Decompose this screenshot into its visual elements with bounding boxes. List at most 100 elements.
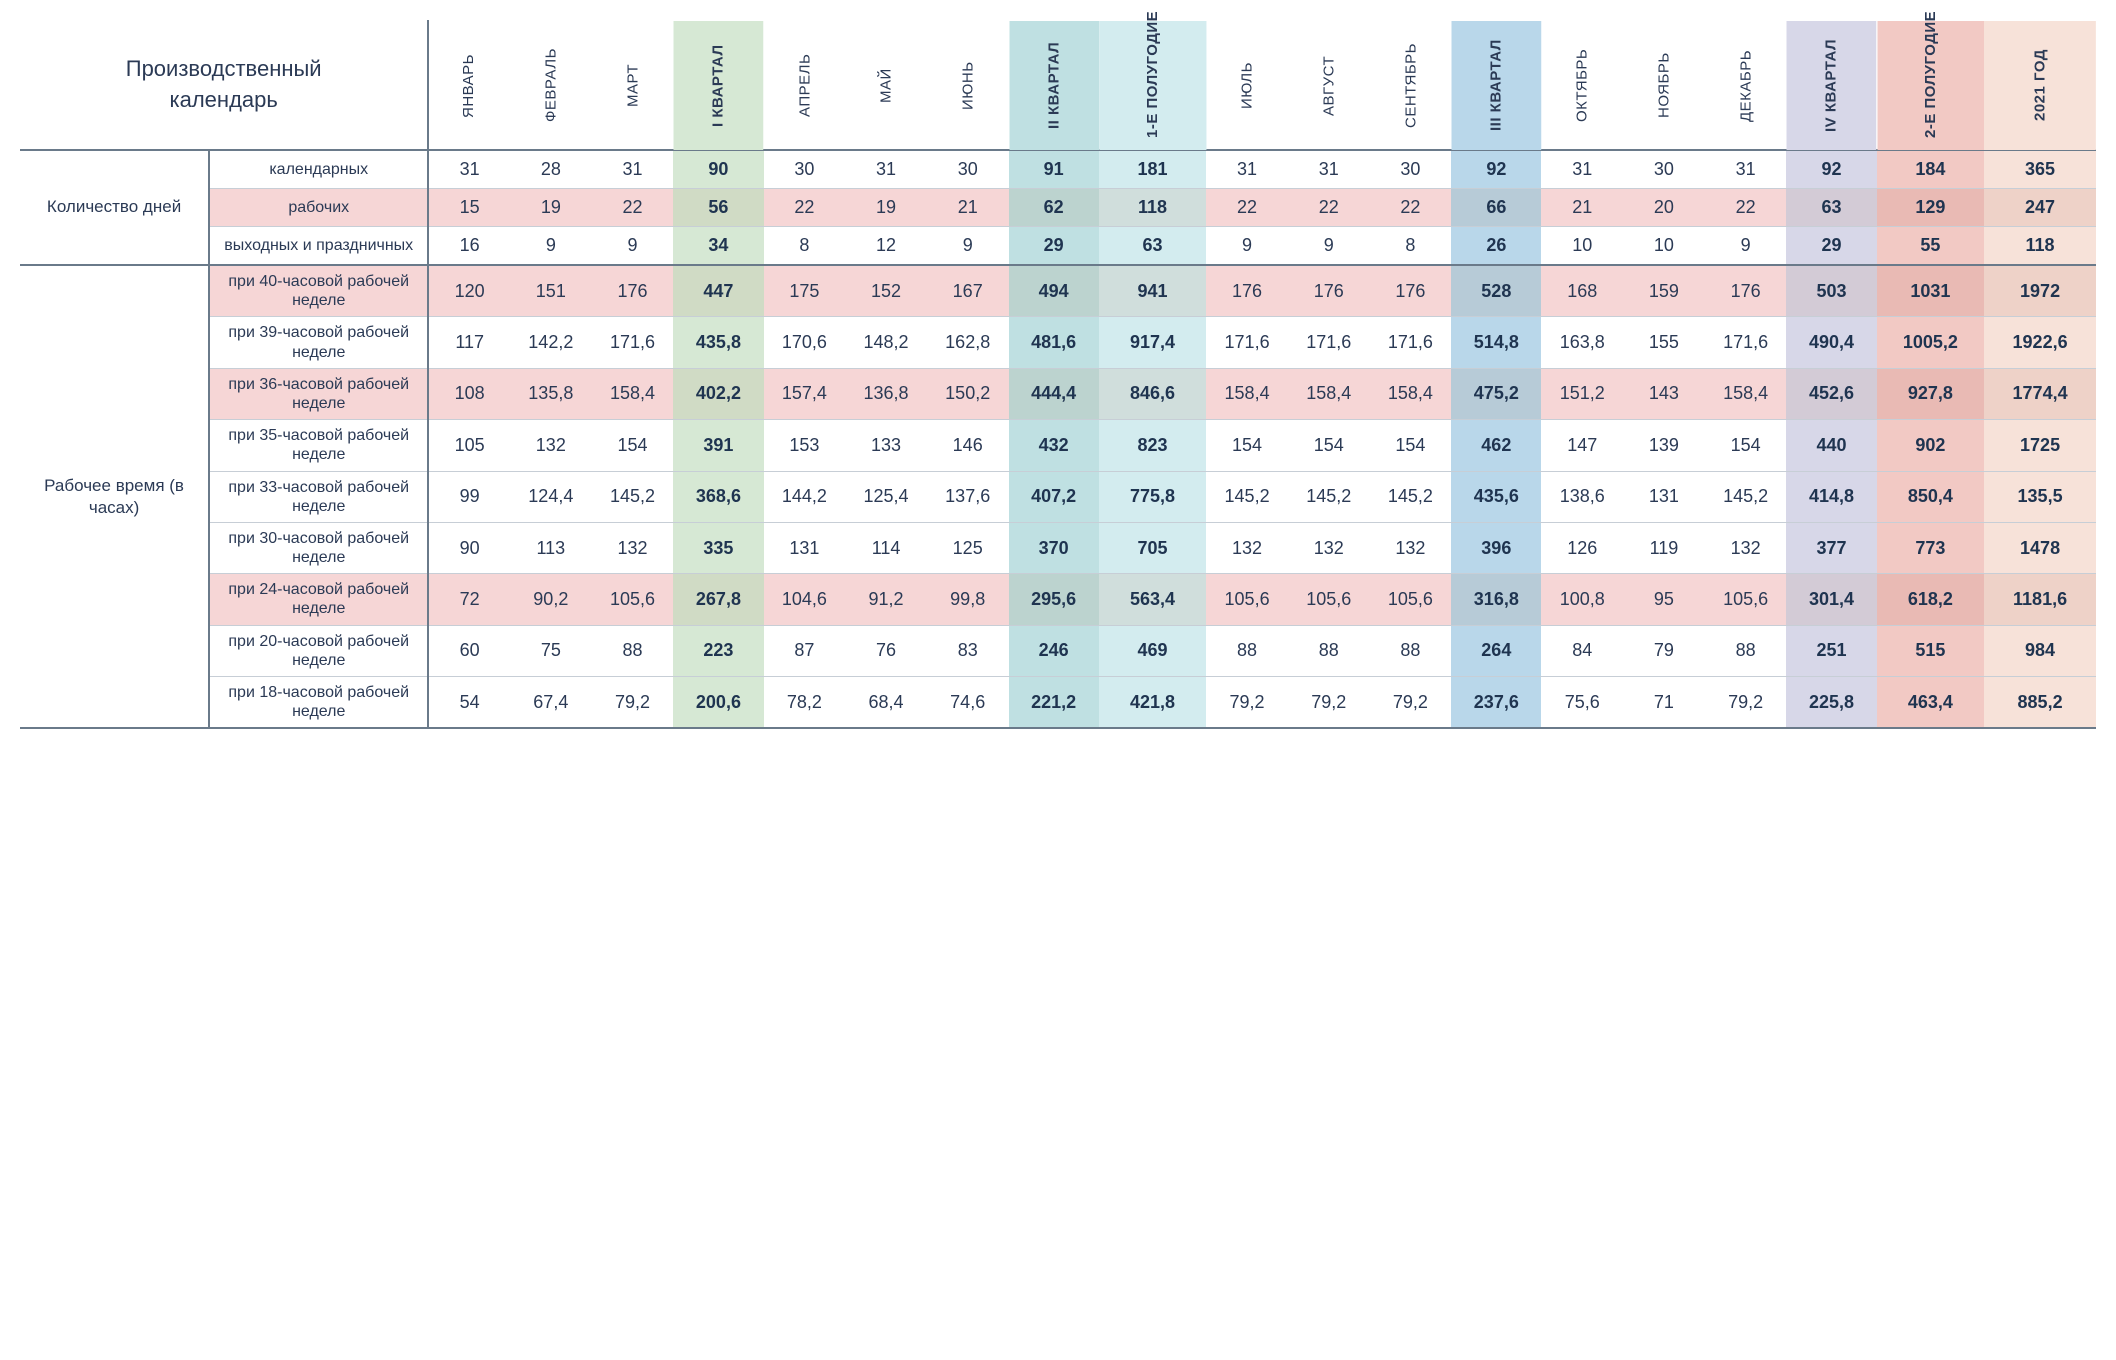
cell-q3: 396 [1451,522,1541,573]
cell-mar: 105,6 [592,574,674,625]
cell-q1: 368,6 [673,471,763,522]
cell-q1: 223 [673,625,763,676]
row-label: при 30-часовой рабочей неделе [209,522,428,573]
cell-oct: 126 [1541,522,1623,573]
table-row: при 36-часовой рабочей неделе108135,8158… [20,368,2096,419]
cell-q4: 92 [1786,150,1876,189]
cell-mar: 154 [592,420,674,471]
cell-q2: 481,6 [1009,317,1099,368]
cell-h2: 902 [1877,420,1984,471]
cell-q3: 462 [1451,420,1541,471]
title-line2: календарь [170,87,278,112]
cell-h2: 55 [1877,227,1984,266]
cell-q4: 490,4 [1786,317,1876,368]
cell-q4: 377 [1786,522,1876,573]
col-header-q4: IV КВАРТАЛ [1786,20,1876,150]
cell-may: 76 [845,625,927,676]
cell-may: 152 [845,265,927,317]
cell-q3: 514,8 [1451,317,1541,368]
col-header-jan: ЯНВАРЬ [428,20,510,150]
cell-nov: 30 [1623,150,1705,189]
cell-q4: 225,8 [1786,677,1876,729]
cell-h1: 118 [1099,189,1206,227]
table-title: Производственныйкалендарь [20,20,428,150]
cell-q4: 251 [1786,625,1876,676]
row-label: рабочих [209,189,428,227]
col-header-may: МАЙ [845,20,927,150]
cell-h1: 563,4 [1099,574,1206,625]
cell-jul: 22 [1206,189,1288,227]
row-label: при 36-часовой рабочей неделе [209,368,428,419]
cell-yr: 247 [1984,189,2096,227]
col-header-nov: НОЯБРЬ [1623,20,1705,150]
cell-feb: 19 [510,189,592,227]
table-row: при 24-часовой рабочей неделе7290,2105,6… [20,574,2096,625]
cell-oct: 147 [1541,420,1623,471]
cell-aug: 9 [1288,227,1370,266]
col-header-feb: ФЕВРАЛЬ [510,20,592,150]
cell-feb: 67,4 [510,677,592,729]
cell-jun: 21 [927,189,1009,227]
cell-jan: 117 [428,317,510,368]
cell-jun: 150,2 [927,368,1009,419]
cell-apr: 175 [764,265,846,317]
cell-mar: 171,6 [592,317,674,368]
cell-q3: 528 [1451,265,1541,317]
cell-q2: 432 [1009,420,1099,471]
cell-aug: 22 [1288,189,1370,227]
cell-jun: 146 [927,420,1009,471]
cell-apr: 22 [764,189,846,227]
cell-mar: 158,4 [592,368,674,419]
cell-jun: 83 [927,625,1009,676]
cell-jan: 60 [428,625,510,676]
cell-h1: 469 [1099,625,1206,676]
cell-h1: 181 [1099,150,1206,189]
cell-h1: 846,6 [1099,368,1206,419]
cell-oct: 21 [1541,189,1623,227]
col-header-dec: ДЕКАБРЬ [1705,20,1787,150]
col-header-q3: III КВАРТАЛ [1451,20,1541,150]
cell-may: 148,2 [845,317,927,368]
row-label: календарных [209,150,428,189]
cell-apr: 170,6 [764,317,846,368]
cell-q3: 237,6 [1451,677,1541,729]
cell-yr: 984 [1984,625,2096,676]
cell-q1: 402,2 [673,368,763,419]
cell-feb: 113 [510,522,592,573]
cell-aug: 176 [1288,265,1370,317]
cell-sep: 22 [1370,189,1452,227]
table-row: рабочих151922562219216211822222266212022… [20,189,2096,227]
cell-dec: 88 [1705,625,1787,676]
cell-oct: 84 [1541,625,1623,676]
cell-sep: 132 [1370,522,1452,573]
cell-jun: 125 [927,522,1009,573]
cell-q4: 301,4 [1786,574,1876,625]
cell-sep: 176 [1370,265,1452,317]
cell-oct: 151,2 [1541,368,1623,419]
cell-q3: 475,2 [1451,368,1541,419]
cell-dec: 132 [1705,522,1787,573]
cell-nov: 79 [1623,625,1705,676]
cell-mar: 176 [592,265,674,317]
row-label: при 20-часовой рабочей неделе [209,625,428,676]
cell-h1: 705 [1099,522,1206,573]
cell-sep: 105,6 [1370,574,1452,625]
cell-dec: 31 [1705,150,1787,189]
cell-q3: 435,6 [1451,471,1541,522]
cell-q4: 29 [1786,227,1876,266]
cell-yr: 885,2 [1984,677,2096,729]
cell-jan: 105 [428,420,510,471]
cell-apr: 8 [764,227,846,266]
table-row: Количество днейкалендарных31283190303130… [20,150,2096,189]
cell-aug: 31 [1288,150,1370,189]
cell-feb: 142,2 [510,317,592,368]
cell-h1: 917,4 [1099,317,1206,368]
cell-q2: 91 [1009,150,1099,189]
cell-jun: 9 [927,227,1009,266]
cell-feb: 90,2 [510,574,592,625]
row-label: при 39-часовой рабочей неделе [209,317,428,368]
cell-q4: 414,8 [1786,471,1876,522]
col-header-h2: 2-Е ПОЛУГОДИЕ [1877,20,1984,150]
cell-mar: 9 [592,227,674,266]
cell-dec: 171,6 [1705,317,1787,368]
